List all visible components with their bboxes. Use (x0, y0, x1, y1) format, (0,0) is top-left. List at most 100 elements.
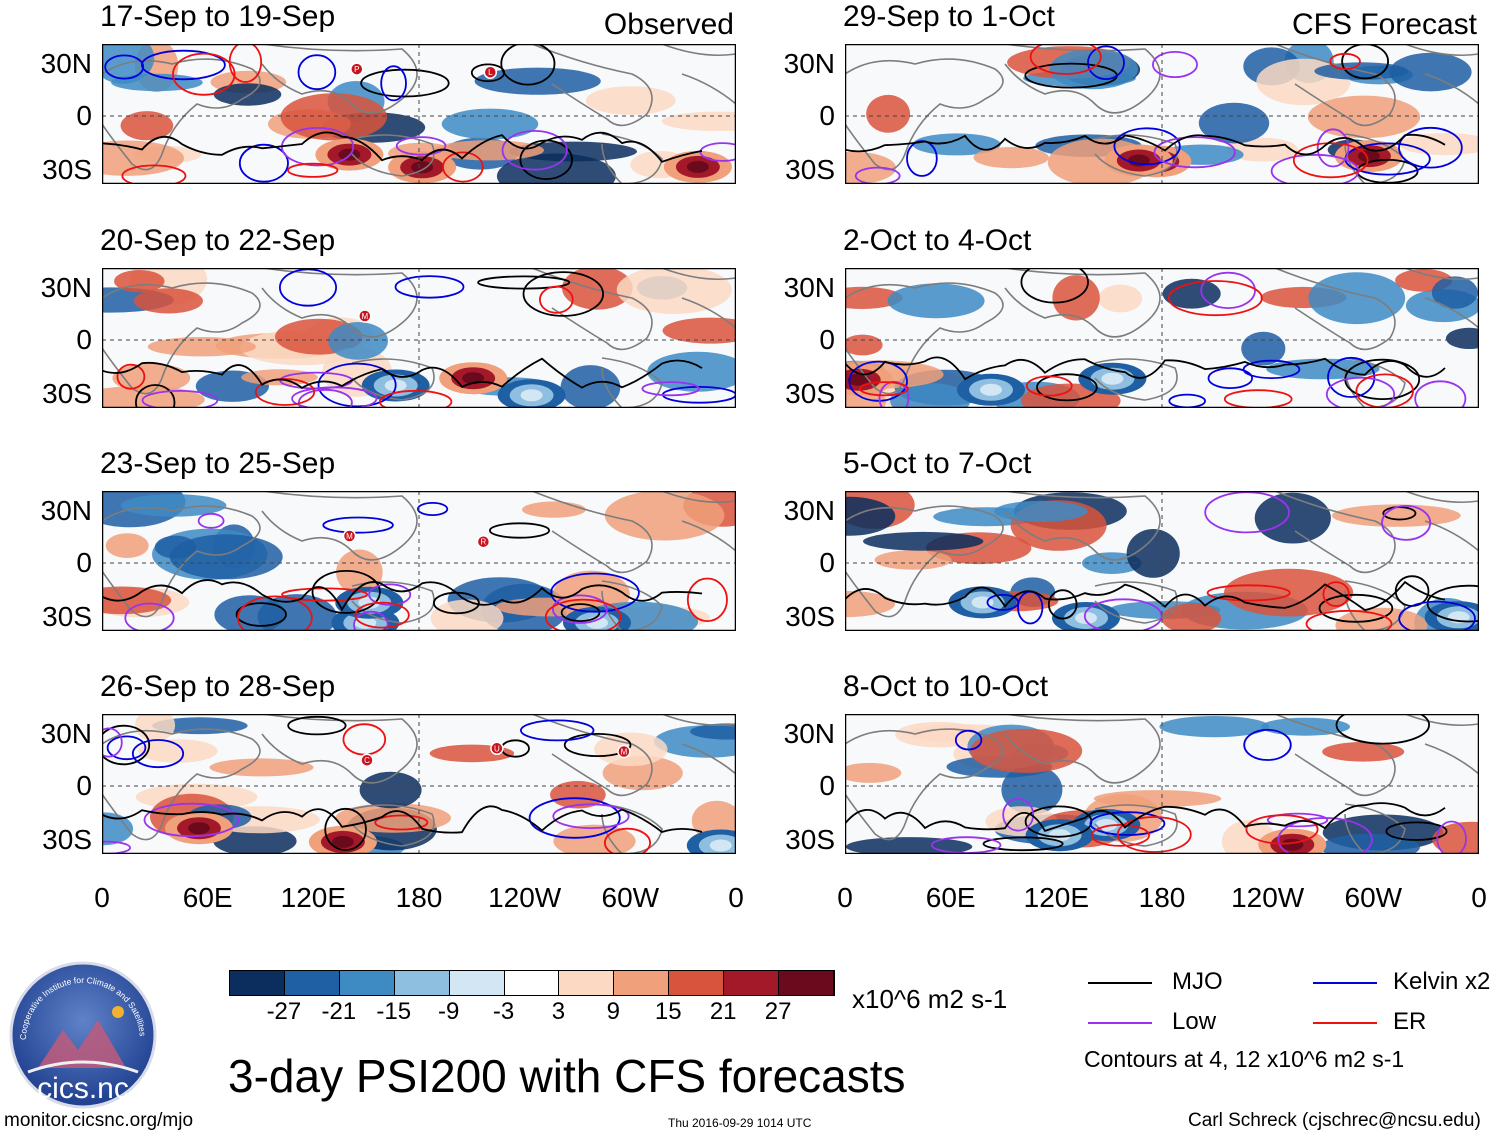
colorbar-segment (504, 971, 560, 995)
lon-label: 120E (1023, 882, 1090, 913)
lat-label: 30N (783, 718, 835, 749)
lat-label: 30S (42, 154, 92, 185)
storm-marker-icon: U (490, 741, 504, 756)
storm-marker-icon: M (617, 744, 631, 759)
lat-label: 30N (40, 495, 92, 526)
storm-marker-icon: M (358, 309, 372, 323)
contours-note: Contours at 4, 12 x10^6 m2 s-1 (1084, 1046, 1405, 1072)
colorbar-segment (559, 971, 615, 995)
lon-label: 60E (925, 882, 976, 913)
main-title: 3-day PSI200 with CFS forecasts (228, 1050, 906, 1102)
logo-text: cics.nc (37, 1072, 129, 1105)
lat-label: 30S (785, 378, 835, 409)
lat-label: 30N (783, 272, 835, 303)
colorbar (229, 970, 835, 996)
storm-marker-icon: M (342, 529, 357, 543)
legend-kelvin-label: Kelvin x2 (1393, 968, 1491, 995)
lat-label: 30N (40, 718, 92, 749)
colorbar-segment (230, 971, 285, 995)
lon-label: 180 (1138, 882, 1186, 913)
lat-label: 30N (40, 48, 92, 79)
svg-text:R: R (481, 538, 487, 547)
colorbar-tick-label: -27 (266, 998, 302, 1025)
storm-marker-icon: L (483, 65, 498, 79)
colorbar-segment (724, 971, 780, 995)
cics-logo: Cooperative Institute for Climate and Sa… (8, 960, 158, 1110)
lon-label: 60E (182, 882, 233, 913)
panel-date-range: 5-Oct to 7-Oct (843, 447, 1032, 480)
colorbar-tick-label: 21 (709, 998, 737, 1025)
colorbar-segment (339, 971, 395, 995)
lon-label: 0 (728, 882, 744, 913)
colorbar-units: x10^6 m2 s-1 (852, 984, 1008, 1014)
colorbar-tick-label: -21 (321, 998, 357, 1025)
storm-marker-icon: R (476, 534, 491, 549)
colorbar-tick-label: 15 (654, 998, 682, 1025)
psi200-map-panel: C U M (102, 714, 736, 854)
lon-label: 120W (1231, 882, 1305, 913)
colorbar-segment (779, 971, 834, 995)
colorbar-segment (614, 971, 670, 995)
svg-text:M: M (621, 748, 628, 757)
panel-date-range: 17-Sep to 19-Sep (100, 0, 336, 33)
footer-author: Carl Schreck (cjschrec@ncsu.edu) (1188, 1110, 1481, 1131)
lat-label: 30S (785, 601, 835, 632)
svg-text:P: P (354, 65, 359, 74)
lat-label: 30N (783, 495, 835, 526)
colorbar-tick-label: 27 (764, 998, 792, 1025)
legend-low-line (1088, 1022, 1152, 1024)
colorbar-segment (394, 971, 450, 995)
lat-label: 30S (42, 824, 92, 855)
storm-marker-icon: C (360, 753, 374, 767)
legend-kelvin-line (1313, 982, 1377, 984)
panel-date-range: 8-Oct to 10-Oct (843, 670, 1049, 703)
lon-label: 0 (1471, 882, 1487, 913)
panel-date-range: 20-Sep to 22-Sep (100, 224, 336, 257)
lat-label: 30N (40, 272, 92, 303)
lat-label: 0 (819, 100, 835, 131)
legend-mjo-line (1088, 982, 1152, 984)
legend-mjo-label: MJO (1172, 968, 1223, 995)
panel-date-range: 23-Sep to 25-Sep (100, 447, 336, 480)
panel-date-range: 2-Oct to 4-Oct (843, 224, 1032, 257)
colorbar-tick-label: -9 (437, 998, 460, 1025)
colorbar-tick-label: -15 (376, 998, 412, 1025)
colorbar-tick-label: 3 (551, 998, 566, 1025)
colorbar-tick-label: -3 (492, 998, 515, 1025)
footer-url[interactable]: monitor.cicsnc.org/mjo (4, 1110, 194, 1131)
lon-label: 120W (488, 882, 562, 913)
svg-text:U: U (494, 744, 500, 753)
lon-label: 120E (280, 882, 347, 913)
footer-timestamp: Thu 2016-09-29 1014 UTC (668, 1116, 812, 1130)
svg-text:C: C (364, 756, 370, 765)
storm-marker-icon: P (350, 62, 364, 76)
legend-er-line (1313, 1022, 1377, 1024)
colorbar-segment (284, 971, 340, 995)
svg-text:L: L (488, 68, 493, 77)
lat-label: 0 (76, 770, 92, 801)
lat-label: 30S (785, 824, 835, 855)
panel-date-range: 26-Sep to 28-Sep (100, 670, 336, 703)
lat-label: 0 (819, 547, 835, 578)
colorbar-segment (669, 971, 725, 995)
legend-er-label: ER (1393, 1008, 1427, 1035)
lat-label: 0 (819, 770, 835, 801)
lat-label: 30S (42, 601, 92, 632)
lon-label: 180 (395, 882, 443, 913)
colorbar-segment (449, 971, 505, 995)
lat-label: 0 (819, 324, 835, 355)
lat-label: 0 (76, 547, 92, 578)
psi200-map-panel (845, 268, 1479, 408)
colorbar-tick-label: 9 (606, 998, 621, 1025)
lat-label: 0 (76, 100, 92, 131)
lat-label: 0 (76, 324, 92, 355)
lat-label: 30N (783, 48, 835, 79)
lat-label: 30S (42, 378, 92, 409)
observed-label: Observed (603, 8, 734, 41)
lon-label: 0 (94, 882, 110, 913)
svg-text:M: M (361, 312, 368, 321)
lon-label: 0 (837, 882, 853, 913)
lat-label: 30S (785, 154, 835, 185)
